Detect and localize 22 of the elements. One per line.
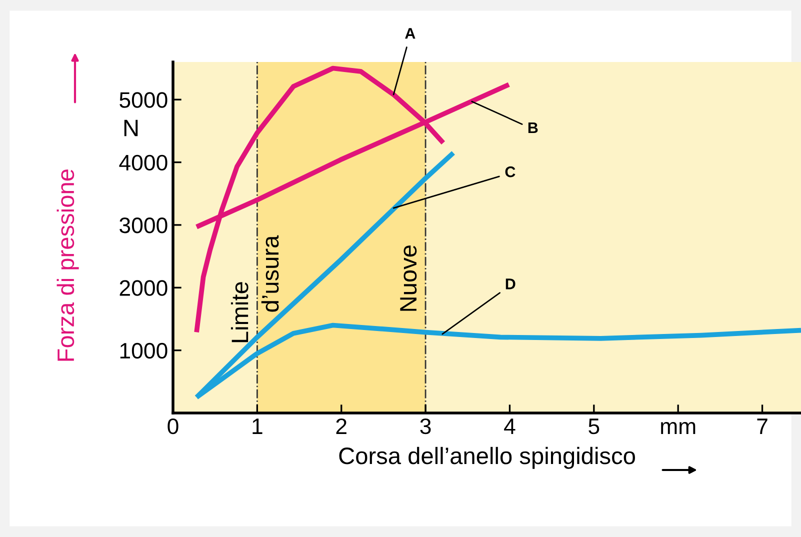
x-tick-label: 7 — [757, 418, 768, 434]
x-tick-label: 0 — [168, 418, 178, 434]
x-tick-label: 5 — [588, 418, 600, 434]
x-tick-label: 2 — [336, 418, 346, 434]
y-axis-title: Forza di pressione — [56, 170, 79, 361]
y-tick-label: 3000 — [120, 218, 168, 234]
annotation: D — [506, 278, 516, 290]
y-tick-label: 5000 — [120, 92, 168, 108]
text: N — [124, 120, 138, 136]
x-axis-title: Corsa dell’anello spingidisco — [339, 446, 635, 469]
y-tick-label: 2000 — [120, 280, 168, 296]
annotation: C — [505, 166, 516, 178]
ref-line-label: Nuove — [400, 246, 417, 311]
x-tick-label: 1 — [252, 418, 262, 434]
x-tick-label: mm — [661, 422, 696, 434]
ref-line-label: Limite d’usura — [230, 235, 279, 342]
x-tick-label: 3 — [420, 418, 431, 434]
y-tick-label: 1000 — [120, 342, 168, 359]
annotation: A — [405, 28, 416, 39]
annotation: B — [528, 122, 538, 134]
y-tick-label: 4000 — [119, 154, 168, 171]
x-tick-label: 4 — [504, 418, 516, 434]
